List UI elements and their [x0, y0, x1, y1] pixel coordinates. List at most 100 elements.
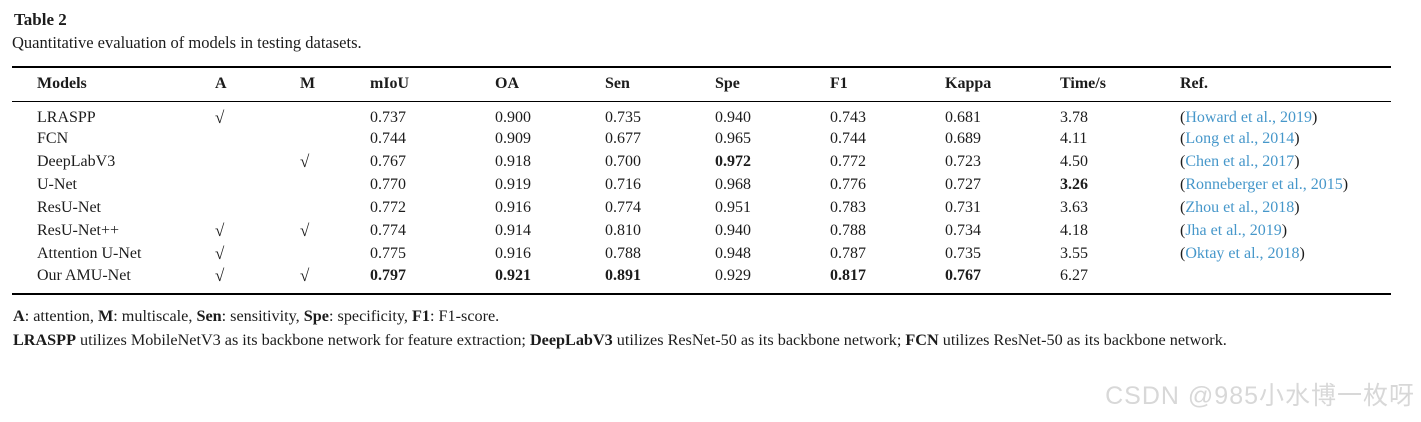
column-header-m: M	[300, 67, 370, 102]
cell-f1: 0.772	[830, 153, 866, 170]
ref-link[interactable]: Howard et al., 2019	[1185, 108, 1312, 126]
table-row: Our AMU-Net √ √ 0.797 0.921 0.891 0.929 0.817 0.…	[12, 266, 1391, 294]
cell-oa: 0.916	[495, 245, 531, 262]
column-header-kappa: Kappa	[945, 67, 1060, 102]
ref-link[interactable]: Long et al., 2014	[1185, 130, 1295, 147]
ref-link[interactable]: Jha et al., 2019	[1185, 222, 1282, 239]
cell-time: 4.18	[1060, 222, 1088, 239]
cell-model: DeepLabV3	[37, 153, 116, 170]
column-header-a: A	[215, 67, 300, 102]
cell-sen: 0.677	[605, 130, 641, 147]
cell-miou: 0.737	[370, 108, 406, 126]
cell-time: 6.27	[1060, 266, 1088, 284]
cell-a: √	[215, 220, 300, 243]
cell-miou: 0.774	[370, 222, 406, 239]
column-header-f1: F1	[830, 67, 945, 102]
cell-spe: 0.940	[715, 222, 751, 239]
footnote: LRASPP utilizes MobileNetV3 as its backb…	[13, 330, 1227, 349]
cell-spe: 0.948	[715, 245, 751, 262]
ref-link[interactable]: Chen et al., 2017	[1185, 153, 1295, 170]
cell-ref: (Zhou et al., 2018)	[1180, 199, 1300, 216]
cell-ref: (Chen et al., 2017)	[1180, 153, 1300, 170]
cell-m: √	[300, 151, 370, 174]
column-header-model: Models	[12, 67, 215, 102]
column-header-sen: Sen	[605, 67, 715, 102]
cell-f1: 0.787	[830, 245, 866, 262]
cell-kappa: 0.731	[945, 199, 981, 216]
cell-spe: 0.972	[715, 153, 751, 170]
cell-kappa: 0.723	[945, 153, 981, 170]
cell-kappa: 0.727	[945, 176, 981, 193]
cell-miou: 0.772	[370, 199, 406, 216]
footnote: A: attention, M: multiscale, Sen: sensit…	[13, 306, 500, 325]
check-icon: √	[300, 265, 310, 285]
ref-link[interactable]: Zhou et al., 2018	[1185, 199, 1295, 216]
cell-kappa: 0.681	[945, 108, 981, 126]
cell-miou: 0.797	[370, 266, 406, 284]
table-row: ResU-Net++ √ √ 0.774 0.914 0.810 0.940 0.788 0.7…	[12, 220, 1391, 243]
cell-time: 4.50	[1060, 153, 1088, 170]
table-caption: Quantitative evaluation of models in tes…	[12, 33, 362, 52]
column-header-time: Time/s	[1060, 67, 1180, 102]
cell-sen: 0.788	[605, 245, 641, 262]
cell-ref: (Long et al., 2014)	[1180, 130, 1300, 147]
cell-m	[300, 174, 370, 197]
cell-oa: 0.921	[495, 266, 531, 284]
cell-m	[300, 197, 370, 220]
table-row: ResU-Net 0.772 0.916 0.774 0.951 0.783 0.731 3.…	[12, 197, 1391, 220]
cell-a	[215, 128, 300, 151]
cell-sen: 0.735	[605, 108, 641, 126]
cell-kappa: 0.735	[945, 245, 981, 262]
cell-a: √	[215, 266, 300, 294]
cell-ref	[1180, 266, 1391, 294]
cell-spe: 0.951	[715, 199, 751, 216]
cell-oa: 0.918	[495, 153, 531, 170]
cell-a: √	[215, 101, 300, 128]
cell-kappa: 0.767	[945, 266, 981, 284]
cell-f1: 0.788	[830, 222, 866, 239]
cell-miou: 0.744	[370, 130, 406, 147]
cell-a	[215, 174, 300, 197]
cell-f1: 0.776	[830, 176, 866, 193]
cell-sen: 0.891	[605, 266, 641, 284]
cell-f1: 0.783	[830, 199, 866, 216]
cell-m: √	[300, 220, 370, 243]
cell-sen: 0.716	[605, 176, 641, 193]
cell-time: 3.55	[1060, 245, 1088, 262]
cell-ref: (Ronneberger et al., 2015)	[1180, 176, 1349, 193]
cell-miou: 0.770	[370, 176, 406, 193]
cell-ref: (Howard et al., 2019)	[1180, 108, 1318, 126]
check-icon: √	[300, 221, 310, 240]
cell-model: FCN	[37, 130, 69, 147]
cell-f1: 0.744	[830, 130, 866, 147]
column-header-ref: Ref.	[1180, 67, 1391, 102]
cell-a: √	[215, 243, 300, 266]
cell-oa: 0.914	[495, 222, 531, 239]
check-icon: √	[215, 107, 225, 127]
ref-link[interactable]: Ronneberger et al., 2015	[1185, 176, 1343, 193]
cell-model: LRASPP	[37, 108, 96, 126]
footnotes: A: attention, M: multiscale, Sen: sensit…	[12, 305, 1369, 352]
cell-oa: 0.909	[495, 130, 531, 147]
cell-spe: 0.940	[715, 108, 751, 126]
cell-spe: 0.968	[715, 176, 751, 193]
column-header-spe: Spe	[715, 67, 830, 102]
cell-spe: 0.965	[715, 130, 751, 147]
table-row: FCN 0.744 0.909 0.677 0.965 0.744 0.689 4.11 (Lo…	[12, 128, 1391, 151]
cell-oa: 0.916	[495, 199, 531, 216]
cell-time: 4.11	[1060, 130, 1088, 147]
check-icon: √	[215, 244, 225, 263]
column-header-oa: OA	[495, 67, 605, 102]
cell-m	[300, 128, 370, 151]
ref-link[interactable]: Oktay et al., 2018	[1185, 245, 1300, 262]
cell-model: U-Net	[37, 176, 77, 193]
cell-f1: 0.743	[830, 108, 866, 126]
cell-model: Our AMU-Net	[37, 266, 131, 284]
cell-sen: 0.700	[605, 153, 641, 170]
table-title: Table 2	[14, 10, 67, 29]
cell-kappa: 0.734	[945, 222, 981, 239]
cell-spe: 0.929	[715, 266, 751, 284]
cell-sen: 0.774	[605, 199, 641, 216]
